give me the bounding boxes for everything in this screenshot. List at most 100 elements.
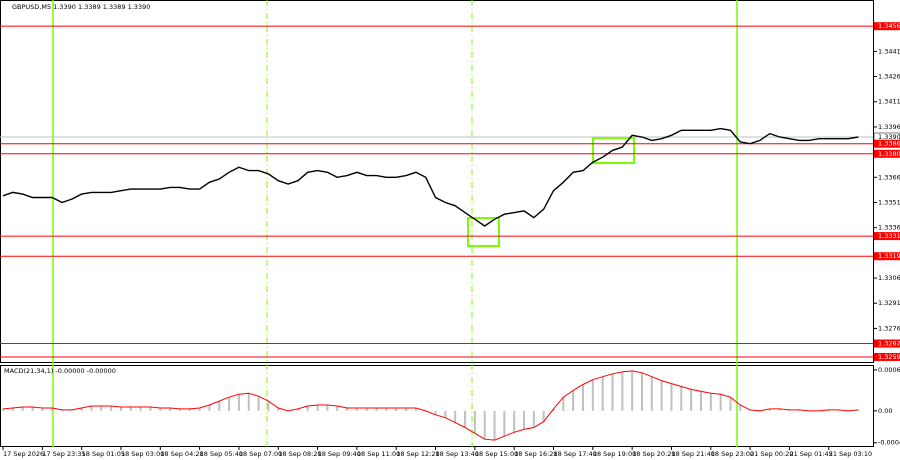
y-tick-label: 1.3291	[878, 299, 900, 307]
level-label: 1.3267	[878, 340, 900, 348]
x-tick-label: 18 Sep 21:40	[671, 450, 714, 458]
x-tick-label: 18 Sep 09:40	[318, 450, 361, 458]
histogram-bar	[198, 407, 201, 411]
histogram-bar	[709, 393, 712, 411]
y-tick-label: 1.3276	[878, 324, 900, 332]
x-tick-label: 18 Sep 03:00	[121, 450, 164, 458]
histogram-bar	[306, 406, 309, 411]
histogram-bar	[346, 407, 349, 411]
histogram-bar	[660, 380, 663, 411]
level-box	[874, 232, 900, 241]
histogram-bar	[21, 406, 24, 411]
histogram-bar	[385, 407, 388, 411]
histogram-bar	[228, 397, 231, 411]
y-tick-label: 0.00063	[878, 366, 900, 374]
x-tick-label: 18 Sep 17:40	[554, 450, 597, 458]
x-tick-label: 18 Sep 04:20	[160, 450, 203, 458]
marks	[0, 25, 873, 441]
y-tick-label: 1.3441	[878, 47, 900, 55]
histogram-bar	[51, 407, 54, 411]
x-tick-label: 18 Sep 15:00	[475, 450, 518, 458]
histogram-bar	[41, 407, 44, 411]
chart-title: GBPUSD,M5 1.3390 1.3389 1.3389 1.3390	[12, 3, 150, 11]
y-tick-label: -0.00049	[878, 439, 900, 447]
y-tick-label: 1.3351	[878, 198, 900, 206]
macd-title: MACD(21,34,1) -0.00000 -0.00000	[4, 367, 116, 375]
x-tick-label: 21 Sep 00:20	[750, 450, 793, 458]
x-tick-label: 18 Sep 19:00	[593, 450, 636, 458]
level-box	[874, 149, 900, 158]
histogram-bar	[621, 371, 624, 411]
x-tick-label: 21 Sep 03:10	[829, 450, 872, 458]
histogram-bar	[90, 406, 93, 411]
histogram-bar	[434, 410, 437, 415]
level-label: 1.3331	[878, 232, 900, 240]
histogram-bar	[582, 384, 584, 411]
histogram-bar	[719, 394, 722, 411]
y-tick-label: 0.00	[878, 407, 892, 415]
histogram-bar	[591, 379, 594, 411]
y-tick-label: 1.3411	[878, 98, 900, 106]
histogram-bar	[336, 406, 339, 411]
x-tick-label: 18 Sep 20:20	[632, 450, 675, 458]
x-tick-label: 18 Sep 11:00	[357, 450, 400, 458]
level-box	[874, 139, 900, 148]
histogram-bar	[572, 390, 575, 411]
histogram-bar	[562, 397, 565, 411]
histogram-bar	[729, 397, 732, 411]
histogram-bar	[670, 383, 673, 411]
histogram-bar	[296, 408, 299, 411]
histogram-bar	[699, 391, 702, 411]
x-tick-label: 18 Sep 01:05	[82, 450, 125, 458]
histogram-bar	[2, 408, 4, 411]
x-tick-label: 17 Sep 2026	[3, 450, 44, 458]
x-tick-label: 18 Sep 07:00	[239, 450, 282, 458]
histogram-bar	[493, 410, 496, 441]
histogram-bar	[267, 401, 270, 411]
x-tick-label: 18 Sep 13:40	[436, 450, 479, 458]
x-tick-label: 18 Sep 23:00	[711, 450, 754, 458]
histogram-bar	[690, 389, 693, 411]
histogram-bar	[601, 376, 604, 411]
histogram-bar	[405, 407, 408, 411]
histogram-bar	[100, 406, 103, 411]
histogram-bar	[188, 408, 191, 411]
histogram-bar	[483, 410, 486, 440]
histogram-bar	[611, 373, 614, 411]
histogram-bar	[257, 396, 260, 411]
histogram-bar	[395, 407, 398, 411]
level-label: 1.3380	[878, 150, 900, 158]
price-panel	[0, 0, 874, 363]
level-label: 1.3386	[878, 140, 900, 148]
histogram-bar	[464, 410, 467, 428]
histogram-bar	[523, 410, 526, 430]
histogram-bar	[316, 405, 319, 411]
histogram-bar	[375, 407, 378, 411]
histogram-bar	[178, 408, 181, 411]
x-tick-label: 18 Sep 12:20	[396, 450, 439, 458]
histogram-bar	[326, 405, 329, 411]
price-line	[2, 127, 859, 227]
histogram-bar	[80, 407, 83, 411]
y-tick-label: 1.3336	[878, 224, 900, 232]
level-box	[874, 252, 900, 261]
histogram-bar	[414, 407, 417, 411]
histogram-bar	[473, 410, 476, 434]
signal-line	[2, 370, 859, 441]
histogram-bar	[139, 406, 142, 411]
histogram-bar	[444, 410, 447, 418]
histogram-bar	[532, 410, 535, 428]
signal-box	[592, 137, 635, 164]
histogram-bar	[365, 407, 368, 411]
x-tick-label: 18 Sep 16:20	[514, 450, 557, 458]
current-price-label: 1.3390	[878, 133, 900, 141]
histogram-bar	[778, 408, 781, 411]
y-tick-label: 1.3366	[878, 173, 900, 181]
histogram-bar	[129, 406, 132, 411]
level-label: 1.3259	[878, 353, 900, 361]
x-tick-label: 18 Sep 05:40	[200, 450, 243, 458]
histogram-bar	[208, 405, 211, 411]
histogram-bar	[149, 406, 152, 411]
histogram-bar	[277, 407, 280, 411]
